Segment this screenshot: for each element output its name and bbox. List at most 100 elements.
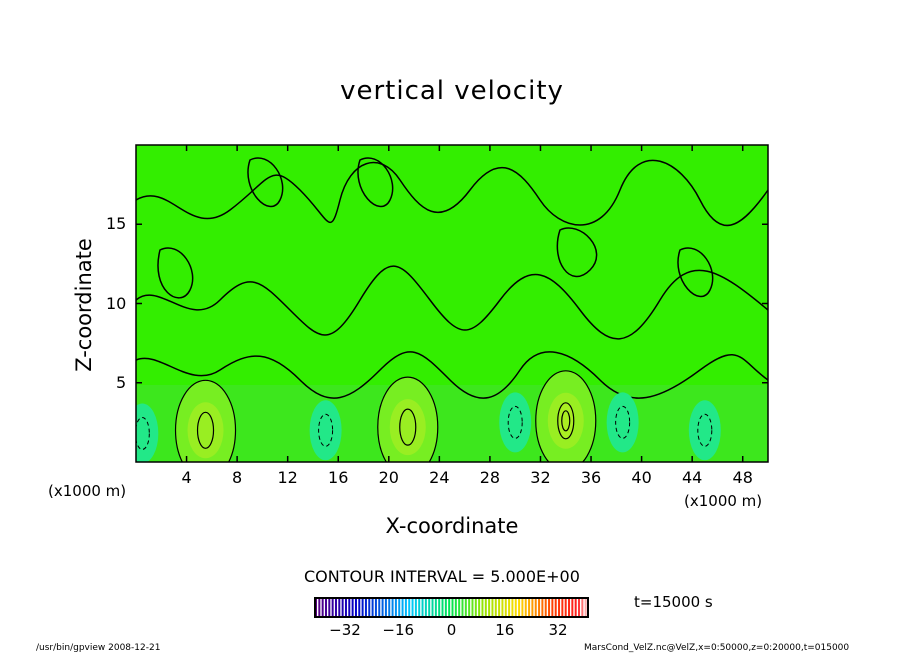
y-tick-label: 5: [116, 372, 127, 392]
x-tick-label: 40: [631, 468, 652, 487]
colorbar-tick-label: 32: [548, 621, 568, 639]
contour-lines: [136, 157, 768, 399]
colorbar-swatch: [474, 598, 477, 617]
colorbar-swatch: [411, 598, 414, 617]
colorbar-swatch: [448, 598, 451, 617]
x-tick-label: 44: [681, 468, 703, 487]
colorbar-swatch: [521, 598, 524, 617]
colorbar-swatch: [484, 598, 487, 617]
colorbar-swatch: [574, 598, 577, 617]
colorbar-swatch: [324, 598, 327, 617]
colorbar-swatch: [408, 598, 411, 617]
colorbar-swatch: [391, 598, 394, 617]
colorbar-swatch: [461, 598, 464, 617]
colorbar-swatch: [538, 598, 541, 617]
colorbar-swatch: [541, 598, 544, 617]
x-tick-label: 48: [732, 468, 753, 487]
colorbar-swatch: [428, 598, 431, 617]
colorbar-swatch: [544, 598, 547, 617]
colorbar-swatch: [421, 598, 424, 617]
colorbar-swatch: [454, 598, 457, 617]
colorbar-swatch: [548, 598, 551, 617]
colorbar-swatch: [338, 598, 341, 617]
colorbar-tick-label: 0: [446, 621, 457, 639]
x-tick-label: 12: [277, 468, 298, 487]
colorbar-swatch: [344, 598, 347, 617]
colorbar-swatch: [418, 598, 421, 617]
colorbar: [314, 597, 589, 618]
colorbar-swatch: [328, 598, 331, 617]
colorbar-swatch: [321, 598, 324, 617]
colorbar-swatch: [331, 598, 334, 617]
colorbar-swatch: [578, 598, 581, 617]
x-tick-label: 16: [328, 468, 349, 487]
colorbar-swatch: [584, 598, 587, 617]
colorbar-frame: [314, 597, 589, 618]
colorbar-swatch: [368, 598, 371, 617]
y-axis-label: Z-coordinate: [72, 238, 96, 372]
colorbar-swatch: [561, 598, 564, 617]
colorbar-swatch: [354, 598, 357, 617]
colorbar-swatch: [404, 598, 407, 617]
footer-right: MarsCond_VelZ.nc@VelZ,x=0:50000,z=0:2000…: [584, 643, 850, 653]
colorbar-swatch: [398, 598, 401, 617]
colorbar-swatch: [528, 598, 531, 617]
colorbar-swatch: [514, 598, 517, 617]
colorbar-swatch: [434, 598, 437, 617]
colorbar-swatch: [498, 598, 501, 617]
colorbar-swatch: [364, 598, 367, 617]
colorbar-swatch: [518, 598, 521, 617]
colorbar-tick-label: −32: [329, 621, 361, 639]
colorbar-swatch: [501, 598, 504, 617]
time-label: t=15000 s: [634, 593, 713, 611]
colorbar-swatch: [458, 598, 461, 617]
colorbar-swatch: [414, 598, 417, 617]
x-tick-label: 28: [479, 468, 501, 487]
colorbar-swatch: [378, 598, 381, 617]
colorbar-swatch: [388, 598, 391, 617]
updraft-cell: [377, 376, 439, 462]
colorbar-swatch: [471, 598, 474, 617]
colorbar-swatch: [554, 598, 557, 617]
colorbar-swatch: [424, 598, 427, 617]
colorbar-swatch: [341, 598, 344, 617]
y-tick-label: 10: [106, 293, 127, 313]
colorbar-swatch: [401, 598, 404, 617]
chart-title: vertical velocity: [340, 76, 564, 106]
colorbar-tick-label: −16: [382, 621, 415, 639]
colorbar-swatch: [351, 598, 354, 617]
x-tick-label: 8: [232, 468, 243, 487]
colorbar-swatch: [444, 598, 447, 617]
x-tick-label: 36: [580, 468, 602, 487]
colorbar-swatch: [478, 598, 481, 617]
y-tick-label: 15: [106, 214, 127, 234]
colorbar-swatch: [488, 598, 491, 617]
colorbar-swatch: [571, 598, 574, 617]
colorbar-swatch: [334, 598, 337, 617]
x-tick-label: 24: [429, 468, 450, 487]
colorbar-swatch: [361, 598, 364, 617]
colorbar-swatch: [358, 598, 361, 617]
downdraft-cell: [309, 400, 342, 461]
downdraft-cell: [136, 403, 159, 462]
colorbar-swatch: [564, 598, 567, 617]
colorbar-swatch: [534, 598, 537, 617]
colorbar-swatch: [374, 598, 377, 617]
colorbar-swatch: [524, 598, 527, 617]
colorbar-swatch: [451, 598, 454, 617]
colorbar-swatch: [511, 598, 514, 617]
colorbar-swatch: [508, 598, 511, 617]
colorbar-tick-label: 16: [495, 621, 515, 639]
colorbar-swatch: [581, 598, 584, 617]
colorbar-swatch: [551, 598, 554, 617]
x-tick-label: 20: [378, 468, 399, 487]
colorbar-swatch: [481, 598, 484, 617]
colorbar-swatch: [491, 598, 494, 617]
x-tick-label: 4: [181, 468, 192, 487]
colorbar-swatch: [558, 598, 561, 617]
colorbar-swatch: [504, 598, 507, 617]
x-tick-label: 32: [530, 468, 551, 487]
colorbar-swatch: [371, 598, 374, 617]
colorbar-swatch: [568, 598, 571, 617]
